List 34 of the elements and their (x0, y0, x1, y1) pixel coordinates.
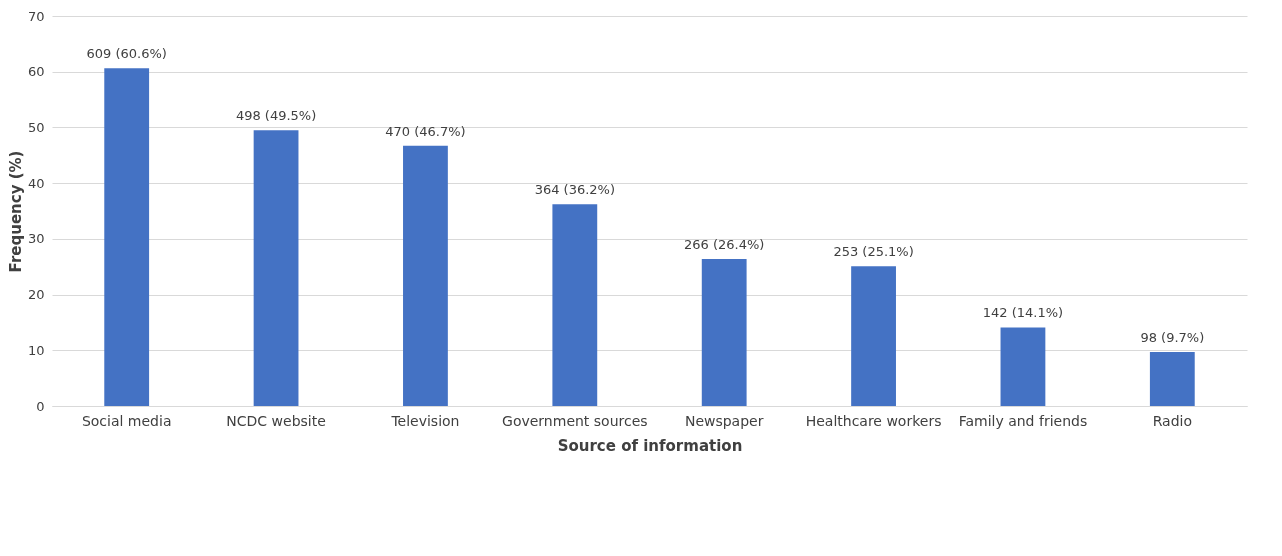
x-tick-label: Healthcare workers (805, 412, 942, 429)
x-tick-label: Newspaper (684, 412, 764, 429)
bar (701, 258, 747, 406)
data-label: 498 (49.5%) (235, 108, 317, 124)
y-tick-label: 20 (27, 287, 45, 303)
y-tick-label: 0 (36, 398, 45, 414)
data-label: 470 (46.7%) (385, 123, 466, 139)
y-tick-label: 50 (27, 119, 45, 135)
bar (104, 68, 150, 406)
y-tick-label: 70 (27, 8, 45, 24)
data-label: 98 (9.7%) (1140, 329, 1205, 345)
y-tick-label: 30 (27, 231, 45, 247)
x-tick-label: Television (390, 412, 460, 429)
y-tick-label: 60 (27, 64, 45, 80)
bar (851, 266, 896, 406)
bar (403, 145, 448, 406)
x-tick-label: Social media (81, 412, 172, 429)
x-tick-label: NCDC website (226, 412, 326, 429)
y-tick-label: 10 (27, 342, 45, 358)
x-tick-label: Family and friends (958, 412, 1088, 429)
bar (552, 204, 598, 406)
x-axis-title: Source of information (557, 436, 743, 455)
bar (253, 130, 299, 406)
bar (1149, 351, 1195, 406)
x-tick-label: Radio (1152, 412, 1192, 429)
bar (1000, 327, 1046, 406)
y-axis-title: Frequency (%) (6, 150, 25, 273)
data-label: 142 (14.1%) (982, 305, 1064, 321)
data-label: 266 (26.4%) (683, 236, 765, 252)
y-tick-label: 40 (27, 175, 45, 191)
data-label: 609 (60.6%) (86, 46, 167, 62)
x-tick-label: Government sources (502, 412, 648, 429)
data-label: 253 (25.1%) (833, 244, 914, 260)
data-label: 364 (36.2%) (534, 182, 616, 198)
